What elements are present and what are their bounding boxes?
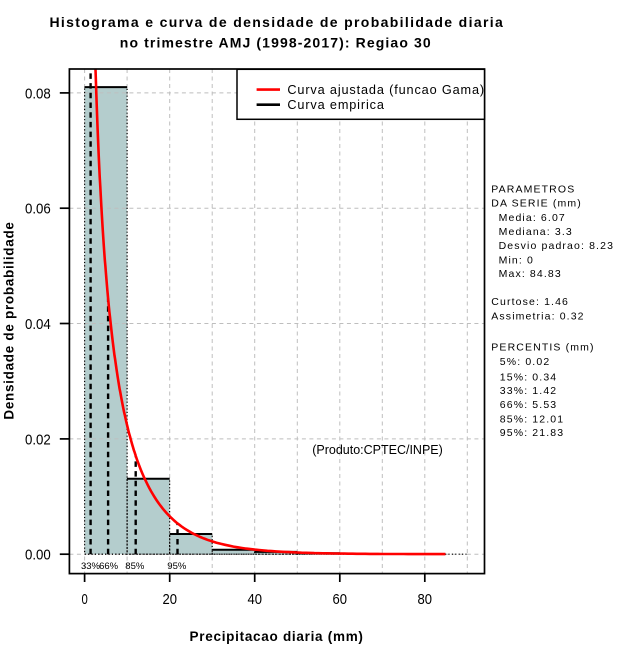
svg-text:Mediana: 3.3: Mediana: 3.3	[499, 226, 573, 238]
svg-text:40: 40	[247, 591, 262, 608]
svg-text:0.06: 0.06	[25, 201, 51, 218]
svg-text:0.02: 0.02	[25, 431, 51, 448]
svg-text:Curtose: 1.46: Curtose: 1.46	[491, 296, 569, 308]
svg-text:Max: 84.83: Max: 84.83	[499, 268, 562, 280]
svg-text:Assimetria: 0.32: Assimetria: 0.32	[491, 310, 584, 322]
svg-text:85%: 12.01: 85%: 12.01	[500, 414, 564, 426]
svg-text:Precipitacao diaria (mm): Precipitacao diaria (mm)	[190, 629, 364, 644]
svg-text:0: 0	[81, 591, 87, 608]
svg-text:Curva empirica: Curva empirica	[287, 98, 384, 112]
svg-text:80: 80	[418, 591, 433, 608]
svg-text:33%: 1.42: 33%: 1.42	[500, 385, 557, 397]
svg-text:95%: 95%	[167, 561, 187, 572]
svg-text:66%: 66%	[99, 561, 119, 572]
svg-text:0.04: 0.04	[25, 316, 51, 333]
svg-text:15%: 0.34: 15%: 0.34	[500, 371, 557, 383]
svg-text:(Produto:CPTEC/INPE): (Produto:CPTEC/INPE)	[312, 443, 443, 457]
svg-text:PARAMETROS: PARAMETROS	[491, 184, 575, 196]
svg-text:no trimestre AMJ (1998-2017):: no trimestre AMJ (1998-2017): Regiao 30	[120, 35, 432, 51]
svg-text:0.00: 0.00	[25, 547, 51, 564]
svg-text:Media: 6.07: Media: 6.07	[499, 212, 566, 224]
svg-text:Min: 0: Min: 0	[499, 254, 534, 266]
svg-text:60: 60	[333, 591, 348, 608]
svg-text:66%: 5.53: 66%: 5.53	[500, 399, 557, 411]
svg-text:95%: 21.83: 95%: 21.83	[500, 427, 564, 439]
svg-text:5%: 0.02: 5%: 0.02	[500, 356, 551, 368]
svg-text:PERCENTIS (mm): PERCENTIS (mm)	[491, 342, 594, 354]
svg-text:0.08: 0.08	[25, 85, 51, 102]
svg-text:DA SERIE (mm): DA SERIE (mm)	[491, 198, 582, 210]
svg-text:33%: 33%	[81, 561, 101, 572]
svg-text:Desvio padrao: 8.23: Desvio padrao: 8.23	[499, 240, 614, 252]
svg-text:Curva ajustada (funcao Gama): Curva ajustada (funcao Gama)	[287, 83, 485, 97]
svg-text:Histograma e curva de densidad: Histograma e curva de densidade de proba…	[49, 14, 504, 30]
svg-text:Densidade de probabilidade: Densidade de probabilidade	[2, 221, 17, 419]
svg-text:20: 20	[162, 591, 177, 608]
svg-text:85%: 85%	[125, 561, 145, 572]
